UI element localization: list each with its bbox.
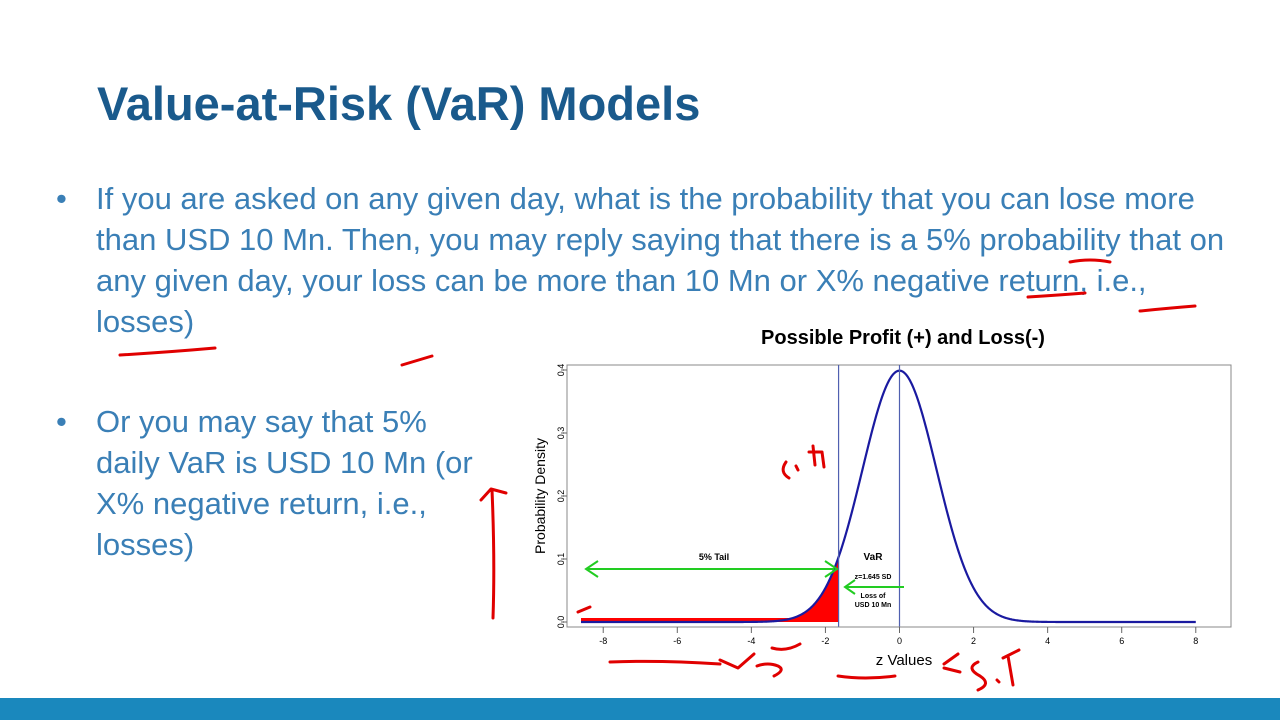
y-tick-label: 0.3 (556, 427, 566, 440)
tail-arrow (584, 560, 839, 578)
var-label: VaR (864, 552, 884, 563)
footer-bar (0, 698, 1280, 720)
y-axis-label: Probability Density (532, 438, 548, 554)
tail-label: 5% Tail (699, 552, 729, 562)
x-tick-label: -6 (673, 636, 681, 646)
curve-layer (581, 369, 1196, 624)
var-arrow (843, 579, 904, 595)
y-tick-label: 0.2 (556, 490, 566, 503)
ink-underline-negative (118, 346, 217, 357)
x-tick-label: -2 (821, 636, 829, 646)
tail-area (581, 558, 839, 622)
ink-mark-losses (400, 354, 434, 367)
var-chart: Possible Profit (+) and Loss(-) -8 -6 -4 -2… (532, 327, 1232, 669)
bullet-icon: • (56, 181, 67, 216)
bullet-item-2: • Or you may say that 5% daily VaR is US… (56, 401, 496, 565)
x-tick-label: -4 (747, 636, 755, 646)
bullet-text-2: Or you may say that 5% daily VaR is USD … (96, 404, 473, 562)
loss-label-2: USD 10 Mn (855, 602, 892, 609)
x-tick-label: 6 (1119, 636, 1124, 646)
y-tick-label: 0.1 (556, 553, 566, 566)
axis-layer: -8 -6 -4 -2 0 2 4 6 8 0.0 0.1 0.2 0.3 0.4 (556, 364, 1198, 646)
bullet-text-1: If you are asked on any given day, what … (96, 181, 1225, 339)
bullet-icon: • (56, 404, 67, 439)
x-axis-label: z Values (876, 652, 932, 669)
chart-title: Possible Profit (+) and Loss(-) (761, 327, 1045, 349)
y-tick-label: 0.0 (556, 616, 566, 629)
x-tick-label: 4 (1045, 636, 1050, 646)
x-tick-label: 2 (971, 636, 976, 646)
bullet-item-1: • If you are asked on any given day, wha… (56, 178, 1226, 342)
x-tick-label: 0 (897, 636, 902, 646)
x-tick-label: -8 (599, 636, 607, 646)
z-label: z=1.645 SD (855, 574, 892, 581)
tail-layer (581, 558, 839, 622)
loss-label-1: Loss of (861, 593, 887, 600)
vline-layer (837, 365, 901, 627)
slide-title: Value-at-Risk (VaR) Models (97, 77, 701, 130)
x-tick-label: 8 (1193, 636, 1198, 646)
density-curve (581, 369, 1196, 624)
y-tick-label: 0.4 (556, 364, 566, 377)
